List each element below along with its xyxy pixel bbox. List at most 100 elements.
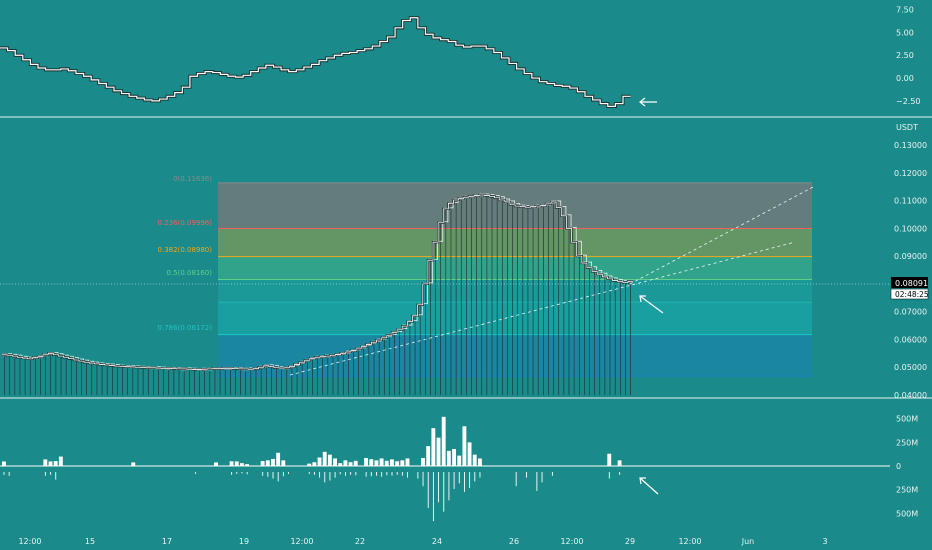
price-line xyxy=(2,194,634,370)
volume-bar-up xyxy=(265,460,270,466)
price-arrow-annotation[interactable] xyxy=(639,295,664,314)
fib-zone xyxy=(218,256,812,280)
osc-tick-label: 0.00 xyxy=(896,74,914,83)
currency-label: USDT xyxy=(896,123,918,132)
volume-bar-up xyxy=(390,459,394,466)
volume-bar-up xyxy=(312,462,317,466)
volume-bar-up xyxy=(617,460,622,466)
fib-zone xyxy=(218,302,812,335)
volume-bar-up xyxy=(58,456,63,466)
volume-bar-up xyxy=(343,460,348,466)
fib-label-05: 0.5(0.08160) xyxy=(166,269,212,277)
oscillator-line xyxy=(0,17,631,107)
volume-bar-up xyxy=(384,460,389,466)
time-tick-label: 26 xyxy=(509,537,519,546)
volume-bar-up xyxy=(400,460,405,466)
volume-bar-up xyxy=(307,463,312,466)
time-tick-label: 12:00 xyxy=(678,537,701,546)
volume-bar-up xyxy=(379,458,384,466)
oscillator-axis: 7.50 5.00 2.50 0.00 −2.50 xyxy=(896,6,921,106)
time-axis: 12:00 15 17 19 12:00 22 24 26 12:00 29 12:00 Jun 3 xyxy=(18,537,827,546)
volume-tick-label: 250M xyxy=(896,438,918,447)
current-price: 0.08091 xyxy=(895,279,928,288)
volume-bar-up xyxy=(229,461,234,466)
volume-bar-up xyxy=(245,464,250,466)
volume-bar-up xyxy=(421,457,425,466)
volume-bar-up xyxy=(607,453,612,466)
time-tick-label: 17 xyxy=(162,537,172,546)
fib-label-0382: 0.382(0.08980) xyxy=(158,246,213,254)
time-tick-label: 12:00 xyxy=(18,537,41,546)
time-tick-label: Jun xyxy=(741,537,755,546)
volume-bar-up xyxy=(43,459,48,466)
volume-tick-label: 500M xyxy=(896,415,918,424)
volume-bar-up xyxy=(446,450,451,466)
fib-zone xyxy=(218,334,812,377)
volume-bar-up xyxy=(281,460,286,466)
volume-tick-label: 0 xyxy=(896,462,901,471)
price-pane[interactable]: USDT 0(0.11636) 0.236(0.09996) 0.382(0.0… xyxy=(0,123,929,400)
volume-bar-up xyxy=(338,463,343,466)
time-tick-label: 3 xyxy=(822,537,827,546)
volume-bar-up xyxy=(239,463,244,466)
volume-bar-up xyxy=(374,460,379,466)
volume-bar-up xyxy=(53,461,58,466)
volume-bar-up xyxy=(426,446,431,466)
volume-bars xyxy=(2,416,622,522)
time-tick-label: 15 xyxy=(85,537,95,546)
time-tick-label: 29 xyxy=(625,537,635,546)
time-tick-label: 19 xyxy=(239,537,249,546)
time-tick-label: 12:00 xyxy=(560,537,583,546)
volume-bar-up xyxy=(369,459,374,466)
volume-bar-up xyxy=(462,426,467,466)
volume-bar-up xyxy=(452,448,456,466)
volume-bar-up xyxy=(472,454,477,466)
volume-bar-up xyxy=(234,461,239,466)
volume-bar-up xyxy=(436,437,441,466)
price-badge: 0.08091 02:48:25 xyxy=(890,277,929,300)
price-tick-label: 0.05000 xyxy=(894,363,927,372)
volume-bar-up xyxy=(260,461,265,466)
bar-countdown: 02:48:25 xyxy=(895,290,929,299)
volume-bar-up xyxy=(214,462,218,466)
volume-bar-up xyxy=(348,462,353,466)
osc-tick-label: 5.00 xyxy=(896,28,914,37)
volume-bar-up xyxy=(271,458,275,466)
volume-bar-up xyxy=(395,461,400,466)
fib-label-0236: 0.236(0.09996) xyxy=(158,219,213,227)
volume-bar-up xyxy=(353,460,358,466)
fib-label-0786: 0.786(0.06172) xyxy=(158,324,213,332)
price-tick-label: 0.04000 xyxy=(894,391,927,400)
volume-bar-up xyxy=(431,428,436,466)
price-tick-label: 0.06000 xyxy=(894,335,927,344)
volume-bar-up xyxy=(405,458,410,466)
fib-label-0: 0(0.11636) xyxy=(173,175,212,183)
time-tick-label: 12:00 xyxy=(290,537,313,546)
volume-bar-up xyxy=(467,442,472,466)
fib-labels: 0(0.11636) 0.236(0.09996) 0.382(0.08980)… xyxy=(158,175,213,332)
price-tick-label: 0.09000 xyxy=(894,252,927,261)
fib-zone xyxy=(218,279,812,303)
volume-bar-up xyxy=(276,452,281,466)
trend-line-upper[interactable] xyxy=(629,185,816,285)
volume-arrow-annotation[interactable] xyxy=(639,477,659,495)
time-tick-label: 22 xyxy=(355,537,365,546)
price-candles xyxy=(2,193,634,395)
fibonacci-retracement[interactable] xyxy=(218,182,812,377)
osc-tick-label: −2.50 xyxy=(896,97,921,106)
oscillator-arrow-annotation[interactable] xyxy=(639,97,657,107)
price-tick-label: 0.11000 xyxy=(894,197,927,206)
volume-pane[interactable]: 500M 250M 0 250M 500M xyxy=(0,415,918,522)
osc-tick-label: 7.50 xyxy=(896,6,914,15)
volume-bar-up xyxy=(131,462,136,466)
volume-bar-up xyxy=(364,457,369,466)
volume-bar-up xyxy=(317,457,322,466)
volume-bar-up xyxy=(333,458,337,466)
oscillator-pane[interactable]: 7.50 5.00 2.50 0.00 −2.50 xyxy=(0,6,921,108)
volume-tick-label: 500M xyxy=(896,509,918,518)
price-tick-label: 0.10000 xyxy=(894,224,927,233)
trend-lines[interactable] xyxy=(289,185,816,376)
price-tick-label: 0.07000 xyxy=(894,308,927,317)
price-tick-label: 0.13000 xyxy=(894,141,927,150)
